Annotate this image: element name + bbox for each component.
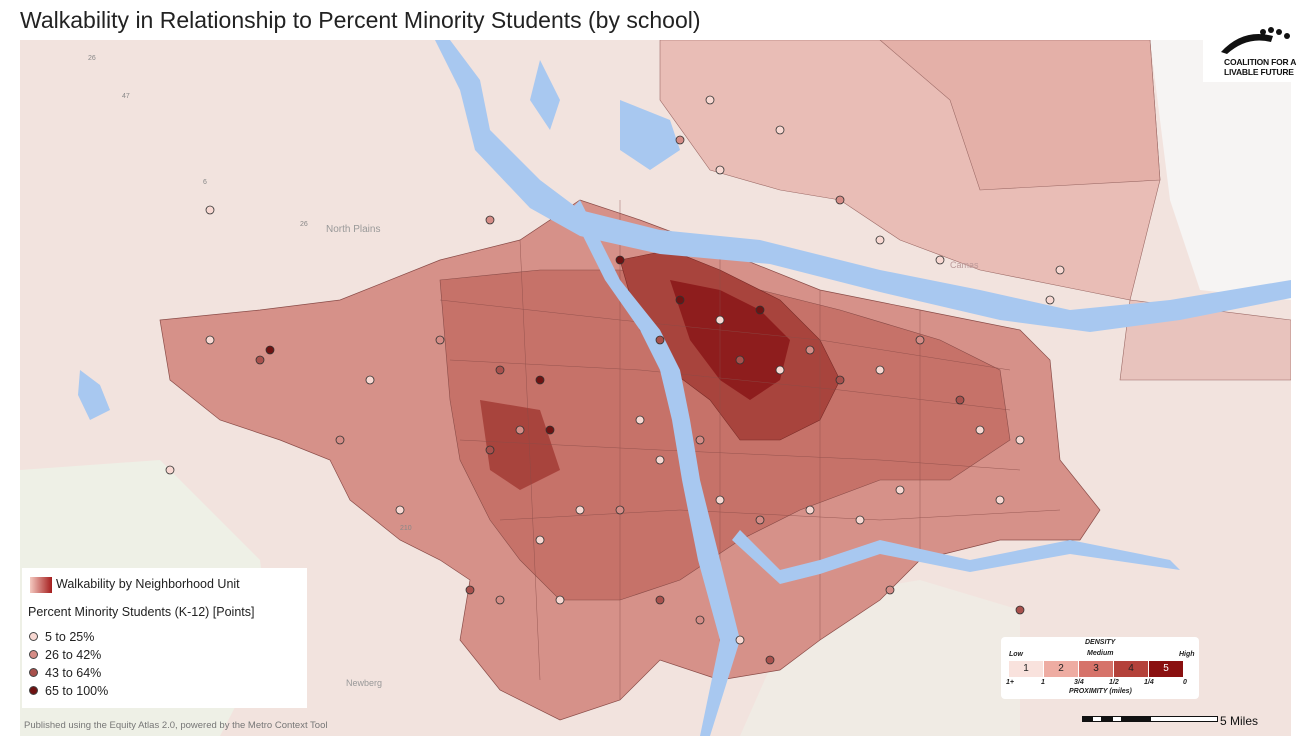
- logo-line-1: COALITION FOR A: [1224, 57, 1297, 67]
- proximity-tick-2: 3/4: [1074, 679, 1084, 686]
- class-1-label: 5 to 25%: [45, 630, 95, 644]
- class-1-dot: [29, 632, 38, 641]
- road-26b-label: 26: [300, 221, 308, 228]
- class-3-label: 43 to 64%: [45, 666, 102, 680]
- page-title: Walkability in Relationship to Percent M…: [20, 7, 701, 33]
- class-2-label: 26 to 42%: [45, 648, 102, 662]
- road-26-label: 26: [88, 55, 96, 62]
- density-level-1: 1: [1009, 661, 1043, 677]
- map-svg: North Plains Newberg Camas 26 47 6 26 21…: [20, 40, 1291, 736]
- place-camas-label: Camas: [950, 260, 979, 270]
- density-level-2: 2: [1044, 661, 1078, 677]
- walkability-gradient-swatch: [30, 577, 52, 593]
- points-title: Percent Minority Students (K-12) [Points…: [28, 605, 255, 619]
- logo: [1203, 0, 1307, 82]
- map-canvas[interactable]: North Plains Newberg Camas 26 47 6 26 21…: [20, 40, 1291, 736]
- density-level-3: 3: [1079, 661, 1113, 677]
- logo-icon: [1221, 27, 1290, 54]
- class-2-dot: [29, 650, 38, 659]
- density-low: Low: [1009, 651, 1023, 658]
- road-210-label: 210: [400, 525, 412, 532]
- density-title: DENSITY: [1085, 639, 1116, 646]
- place-newberg-label: Newberg: [346, 678, 382, 688]
- proximity-tick-0: 1+: [1006, 679, 1014, 686]
- density-level-4: 4: [1114, 661, 1148, 677]
- road-47-label: 47: [122, 93, 130, 100]
- class-4-label: 65 to 100%: [45, 684, 109, 698]
- class-4-dot: [29, 686, 38, 695]
- place-north-plains-label: North Plains: [326, 224, 380, 235]
- scale-bar: [1082, 716, 1218, 722]
- proximity-label: PROXIMITY (miles): [1069, 688, 1132, 695]
- scale-label: 5 Miles: [1220, 714, 1259, 728]
- density-medium: Medium: [1087, 650, 1114, 657]
- proximity-tick-3: 1/2: [1109, 679, 1119, 686]
- proximity-tick-4: 1/4: [1144, 679, 1154, 686]
- road-6-label: 6: [203, 179, 207, 186]
- density-legend: DENSITY Low Medium High 1 2 3 4 5 1+ 1 3…: [1001, 637, 1199, 699]
- proximity-tick-5: 0: [1183, 679, 1187, 686]
- map-legend: Walkability by Neighborhood Unit Percent…: [22, 568, 307, 708]
- class-3-dot: [29, 668, 38, 677]
- logo-text: COALITION FOR A LIVABLE FUTURE: [1224, 57, 1296, 77]
- credit-text: Published using the Equity Atlas 2.0, po…: [24, 720, 328, 731]
- proximity-tick-1: 1: [1041, 679, 1045, 686]
- density-level-5: 5: [1149, 661, 1183, 677]
- logo-line-2: LIVABLE FUTURE: [1224, 67, 1294, 77]
- walkability-label: Walkability by Neighborhood Unit: [56, 577, 240, 591]
- density-high: High: [1179, 651, 1195, 658]
